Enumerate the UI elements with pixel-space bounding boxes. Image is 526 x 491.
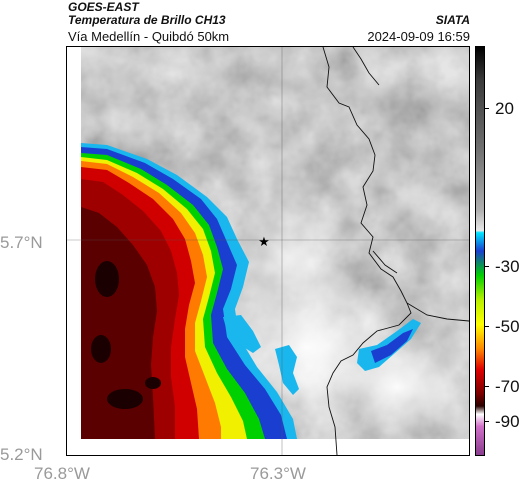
clear-patch bbox=[227, 202, 347, 312]
contour-blue bbox=[371, 329, 413, 363]
coldest-cell bbox=[145, 377, 161, 389]
colorbar-label: -30 bbox=[495, 257, 520, 276]
source-label: SIATA bbox=[435, 13, 470, 27]
lon-tick: 76.3°W bbox=[250, 464, 306, 483]
colorbar-tick-mark bbox=[485, 421, 489, 422]
colorbar-label: -50 bbox=[495, 317, 520, 336]
satellite-map: ★ bbox=[66, 46, 470, 456]
region-subtitle: Vía Medellín - Quibdó 50km bbox=[68, 29, 230, 44]
coldest-cell bbox=[91, 335, 111, 363]
clear-patch bbox=[317, 337, 469, 437]
lat-tick: 5.7°N bbox=[0, 233, 43, 252]
coldest-cell bbox=[107, 389, 143, 409]
product-title: GOES-EAST bbox=[68, 0, 139, 14]
colorbar-tick-mark bbox=[485, 108, 489, 109]
colorbar-label: 20 bbox=[495, 99, 514, 118]
star-icon: ★ bbox=[258, 234, 270, 249]
contour-cyan bbox=[223, 315, 261, 353]
contour-cyan bbox=[275, 345, 299, 395]
channel-title: Temperatura de Brillo CH13 bbox=[68, 13, 226, 27]
timestamp-label: 2024-09-09 16:59 bbox=[367, 29, 470, 44]
border-line bbox=[406, 302, 469, 322]
colorbar-tick-mark bbox=[485, 326, 489, 327]
colorbar-label: -90 bbox=[495, 412, 520, 431]
border-line bbox=[352, 47, 380, 86]
border-line bbox=[372, 250, 398, 274]
coldest-cell bbox=[95, 261, 119, 297]
satellite-map-canvas: ★ bbox=[67, 47, 469, 455]
lon-tick: 76.8°W bbox=[34, 464, 90, 483]
colorbar-tick-mark bbox=[485, 386, 489, 387]
colorbar bbox=[475, 46, 485, 456]
colorbar-label: -70 bbox=[495, 377, 520, 396]
colorbar-tick-mark bbox=[485, 266, 489, 267]
lat-tick: 5.2°N bbox=[0, 445, 43, 464]
border-line bbox=[322, 47, 412, 455]
